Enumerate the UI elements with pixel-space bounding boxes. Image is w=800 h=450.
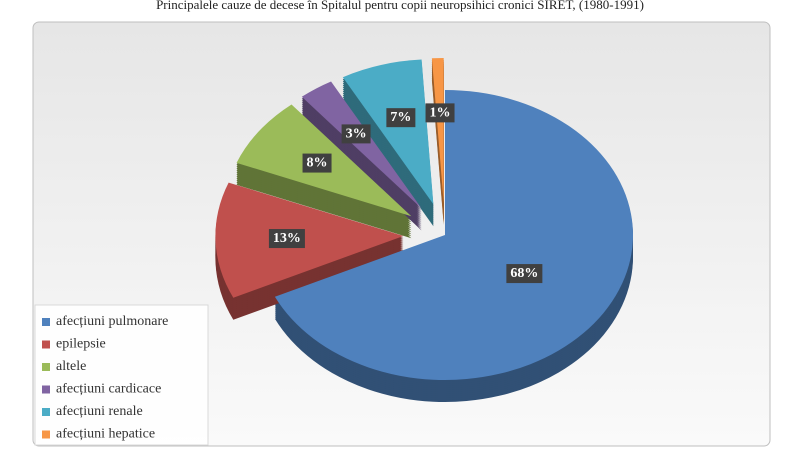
legend-swatch <box>42 430 50 439</box>
legend-swatch <box>42 318 50 326</box>
data-label: 68% <box>510 266 538 281</box>
slice <box>215 182 404 298</box>
slice <box>342 59 434 205</box>
pie: 68% 13% 8% 3% 7% 1% <box>215 58 633 402</box>
data-label-box <box>341 124 371 144</box>
legend: afecțiuni pulmonare epilepsie altele afecți… <box>34 304 209 446</box>
data-label-box <box>506 264 543 284</box>
data-label: 7% <box>390 110 411 125</box>
data-label-box <box>268 229 305 249</box>
legend-label: afecțiuni cardicace <box>56 382 161 397</box>
data-label-box <box>425 103 455 123</box>
legend-label: altele <box>56 359 86 374</box>
legend-swatch <box>42 385 50 394</box>
data-label-box <box>302 153 332 173</box>
legend-swatch <box>42 408 50 416</box>
data-label: 3% <box>346 126 367 141</box>
data-label: 8% <box>307 156 328 171</box>
data-label: 1% <box>430 105 451 120</box>
chart-title: Principalele cauze de decese în Spitalul… <box>156 0 644 12</box>
legend-label: afecțiuni pulmonare <box>56 314 168 329</box>
data-label-box <box>386 108 416 128</box>
legend-box <box>34 304 209 446</box>
data-label: 13% <box>273 231 301 246</box>
legend-label: afecțiuni hepatice <box>56 427 155 442</box>
legend-label: epilepsie <box>56 337 106 352</box>
legend-label: afecțiuni renale <box>56 404 143 419</box>
slice <box>301 81 422 209</box>
slice <box>431 58 444 204</box>
slice <box>274 90 633 380</box>
legend-swatch <box>42 363 50 371</box>
legend-swatch <box>42 340 50 349</box>
